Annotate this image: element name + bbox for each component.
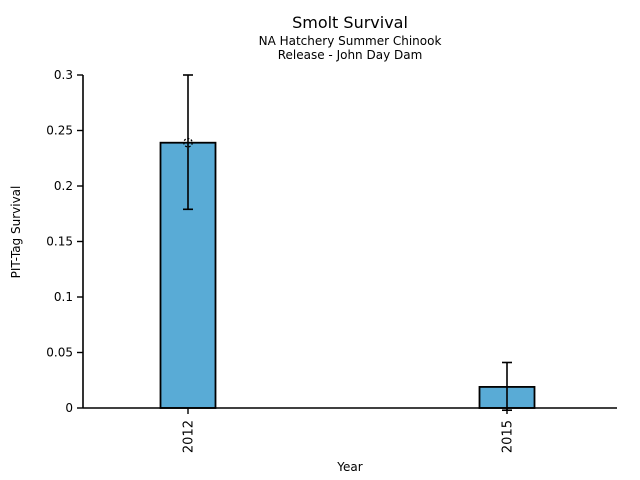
bars-layer [159,74,536,412]
y-tick-label: 0.1 [54,290,73,304]
chart-subtitle-line2: Release - John Day Dam [278,48,423,62]
point-marker [183,137,193,148]
x-tick-label: 2012 [181,420,196,453]
y-tick-label: 0.25 [46,124,73,138]
y-tick-label: 0.15 [46,235,73,249]
y-tick-label: 0.2 [54,179,73,193]
y-axis-title: PIT-Tag Survival [9,186,23,279]
y-tick-label: 0.05 [46,346,73,360]
y-axis-ticks: 0 0.05 0.1 0.15 0.2 0.25 0.3 [46,68,83,415]
x-axis-title: Year [336,460,362,474]
x-axis-ticks: 2012 2015 [181,408,515,453]
y-tick-label: 0.3 [54,68,73,82]
chart-title: Smolt Survival [292,13,408,32]
chart-subtitle-line1: NA Hatchery Summer Chinook [259,34,442,48]
y-tick-label: 0 [65,401,73,415]
x-tick-label: 2015 [500,420,515,453]
